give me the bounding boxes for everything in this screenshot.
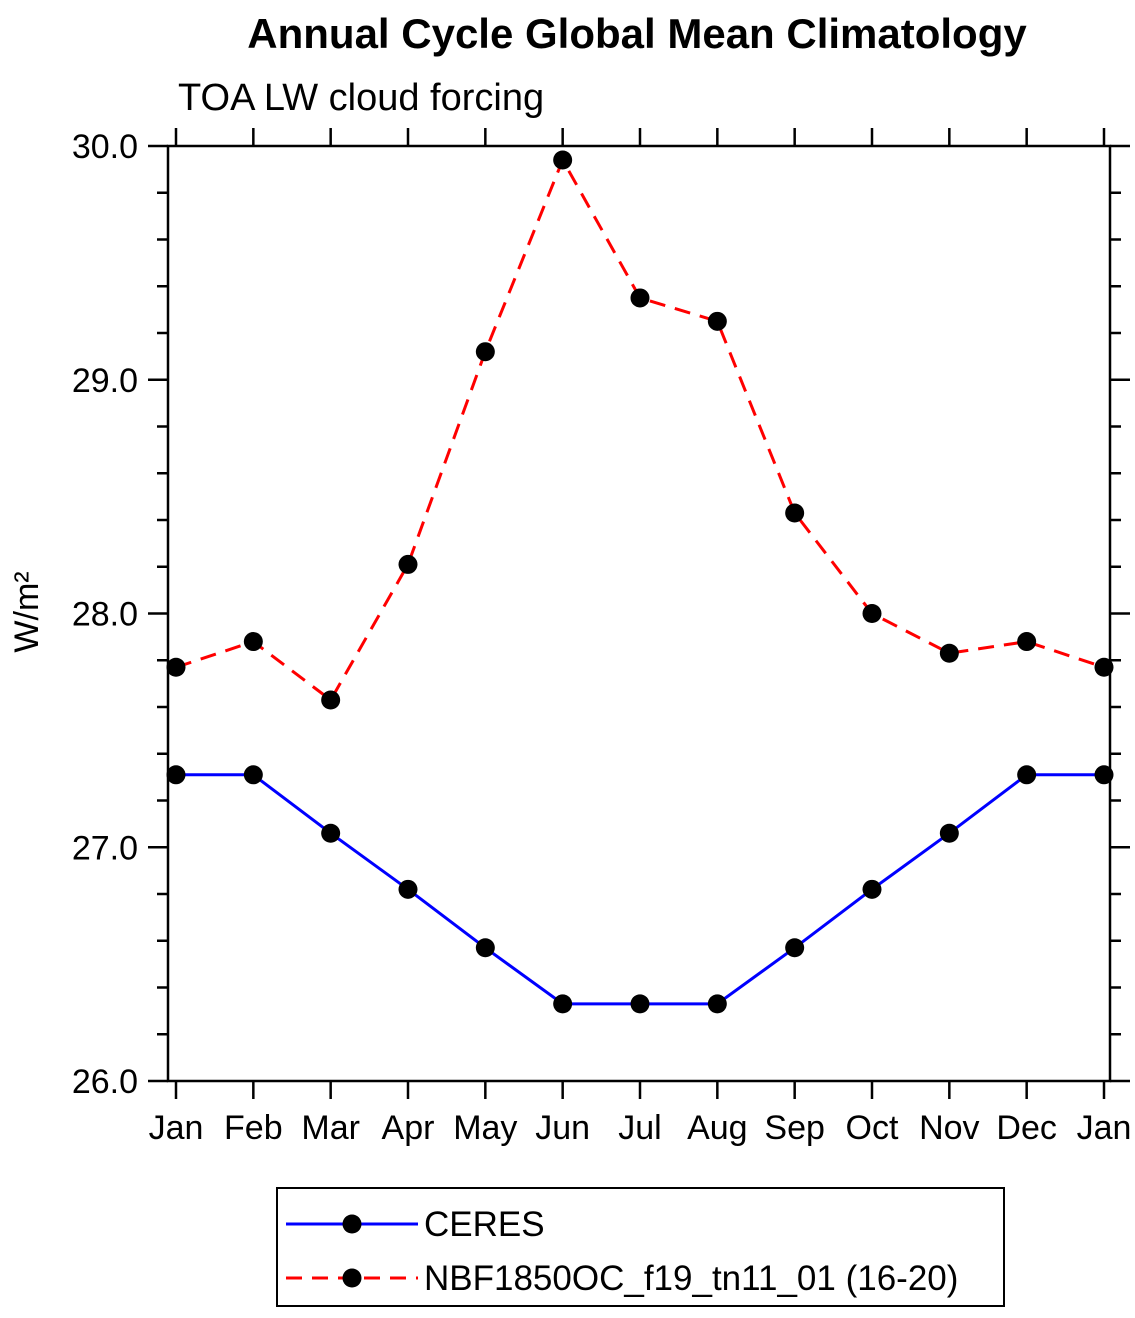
series-ceres: [166, 765, 1114, 1014]
series-line: [176, 773, 1104, 1006]
data-point-marker: [553, 150, 573, 170]
data-point-marker: [785, 938, 805, 958]
data-point-marker: [243, 765, 263, 785]
y-tick-label: 26.0: [72, 1063, 138, 1101]
chart-subtitle: TOA LW cloud forcing: [178, 77, 544, 119]
data-point-marker: [630, 288, 650, 308]
data-point-marker: [166, 765, 186, 785]
data-point-marker: [862, 604, 882, 623]
x-tick-label: May: [453, 1109, 517, 1147]
data-point-marker: [939, 823, 959, 843]
data-point-marker: [166, 657, 186, 677]
x-tick-label: Jun: [535, 1109, 590, 1147]
y-tick-label: 27.0: [72, 829, 138, 867]
x-tick-label: Aug: [687, 1109, 748, 1147]
data-point-marker: [939, 643, 959, 663]
legend-marker: [342, 1268, 362, 1288]
data-point-marker: [630, 994, 650, 1014]
series-line: [175, 156, 1105, 703]
data-point-marker: [398, 554, 418, 574]
data-point-marker: [1017, 765, 1037, 785]
data-point-marker: [321, 690, 341, 710]
legend-marker: [342, 1214, 362, 1234]
data-point-marker: [707, 994, 727, 1014]
y-tick-label: 29.0: [72, 362, 138, 400]
data-point-marker: [1094, 657, 1114, 677]
x-tick-label: Mar: [301, 1109, 360, 1147]
x-tick-label: Dec: [996, 1109, 1056, 1147]
legend-box: [276, 1187, 1005, 1307]
data-point-marker: [553, 994, 573, 1014]
x-tick-label: Oct: [846, 1109, 899, 1147]
chart-title: Annual Cycle Global Mean Climatology: [247, 10, 1027, 57]
data-point-marker: [475, 938, 495, 958]
legend: CERES NBF1850OC_f19_tn11_01 (16-20): [276, 1187, 1005, 1307]
data-point-marker: [785, 503, 805, 523]
data-point-marker: [475, 342, 495, 362]
data-point-marker: [243, 632, 263, 652]
legend-item: NBF1850OC_f19_tn11_01 (16-20): [286, 1259, 958, 1298]
y-axis-label: W/m²: [8, 571, 46, 652]
data-point-marker: [707, 311, 727, 331]
data-point-marker: [1017, 632, 1037, 652]
x-tick-label: Feb: [224, 1109, 283, 1147]
x-tick-label: Jul: [618, 1109, 661, 1147]
x-tick-label: Nov: [919, 1109, 979, 1147]
x-tick-label: Sep: [764, 1109, 825, 1147]
legend-label: NBF1850OC_f19_tn11_01 (16-20): [424, 1259, 958, 1298]
x-tick-label: Jan: [1077, 1109, 1132, 1147]
x-tick-label: Apr: [382, 1109, 435, 1147]
data-point-marker: [862, 879, 882, 899]
axes-layer: 26.0 27.0 28.0 29.0 30.0 Jan Feb Mar Apr May Jun Ju…: [72, 128, 1132, 1147]
legend-item: CERES: [286, 1205, 545, 1244]
series-layer: [166, 150, 1114, 1014]
data-point-marker: [321, 823, 341, 843]
data-point-marker: [398, 879, 418, 899]
data-point-marker: [1094, 765, 1114, 785]
y-tick-label: 30.0: [72, 128, 138, 166]
series-model: [166, 150, 1114, 710]
plot-frame: [166, 144, 1112, 1083]
y-tick-label: 28.0: [72, 596, 138, 634]
x-tick-label: Jan: [149, 1109, 204, 1147]
legend-label: CERES: [424, 1205, 545, 1244]
